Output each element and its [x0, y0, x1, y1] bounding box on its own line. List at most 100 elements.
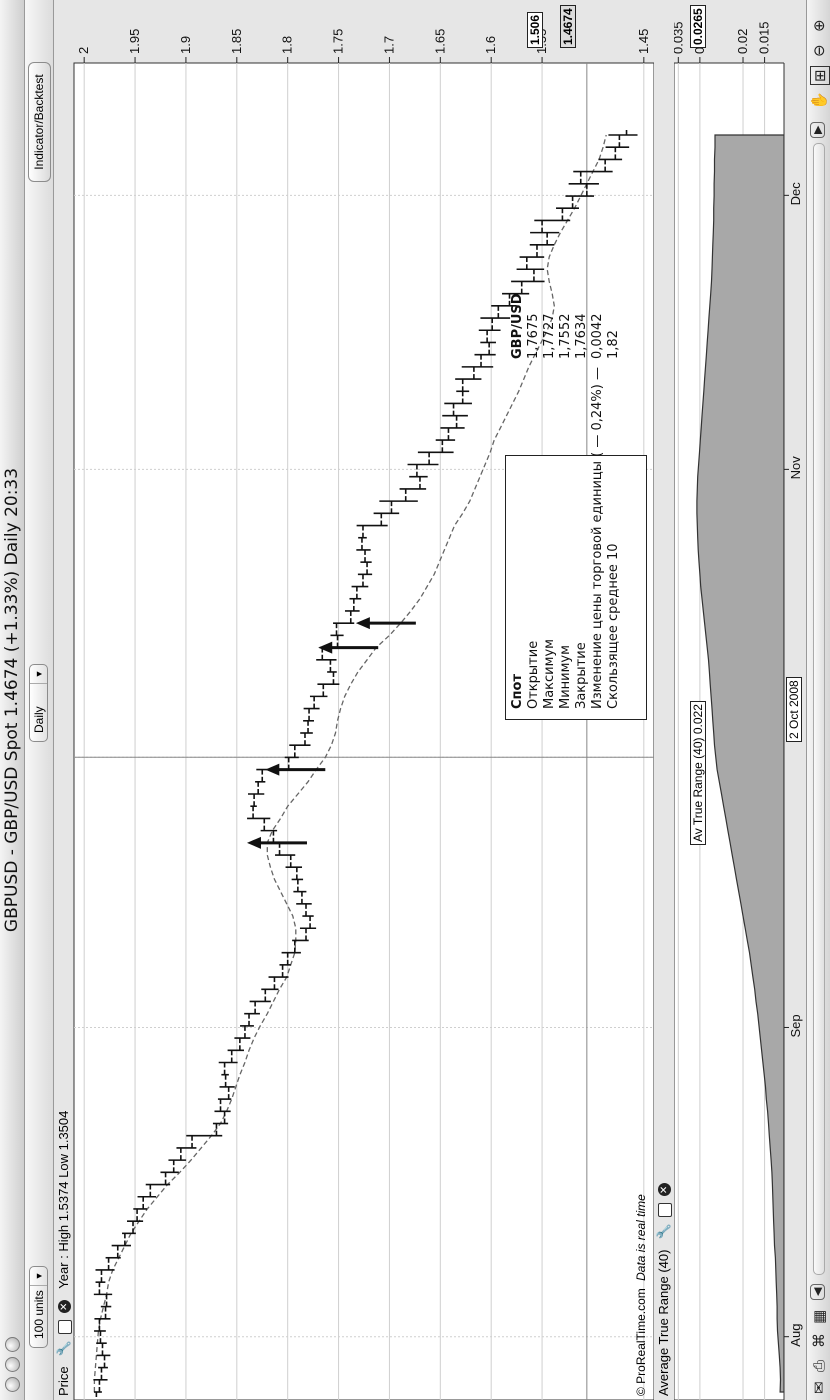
ohlc-bar	[356, 520, 388, 531]
envelope-icon[interactable]: ✉	[810, 1381, 828, 1394]
scroll-right-button[interactable]: ▶	[810, 121, 825, 138]
ohlc-bar	[96, 1350, 111, 1361]
period-dropdown[interactable]: Daily ▼	[29, 664, 48, 742]
x-tick-label: Nov	[788, 456, 803, 480]
ohlc-bar	[605, 142, 630, 153]
tooltip-value: 1,7552	[558, 313, 573, 360]
ohlc-bar	[234, 1033, 251, 1044]
ohlc-bar	[94, 1313, 111, 1324]
ohlc-bar	[275, 850, 296, 861]
scroll-left-button[interactable]: ◀	[810, 1283, 825, 1300]
y-tick-label: 1.45	[636, 29, 651, 54]
chevron-down-icon: ▼	[30, 665, 47, 684]
ohlc-bar	[529, 239, 555, 250]
tooltip-value: 0,0042	[590, 313, 605, 360]
y-tick-label: 1.9	[178, 36, 193, 54]
ohlc-bar	[217, 1094, 232, 1105]
y-tick-label: 1.7	[381, 36, 396, 54]
ohlc-bar	[240, 1020, 254, 1031]
atr-tick-label: 0.035	[674, 21, 685, 54]
window-icon[interactable]	[657, 1203, 672, 1218]
annotation-arrow	[246, 836, 307, 849]
tooltip-header-left: Спот	[510, 674, 525, 709]
ohlc-bar	[160, 1167, 179, 1178]
ohlc-bar	[244, 1008, 260, 1019]
ohlc-bar	[417, 447, 454, 458]
printer-icon[interactable]: ⎙	[810, 1359, 828, 1372]
wrench-icon[interactable]: 🔧	[656, 1223, 671, 1240]
atr-current-tag: 0.0265	[690, 5, 706, 48]
ohlc-bar	[407, 459, 439, 470]
price-bars	[93, 130, 638, 1397]
window-title: GBPUSD - GBP/USD Spot 1.4674 (+1.33%) Da…	[2, 467, 22, 933]
ohlc-bar	[176, 1142, 197, 1153]
ohlc-bar	[100, 1301, 112, 1312]
copyright-line: © ProRealTime.com Data is real time	[634, 1194, 648, 1396]
y-tick-label: 2	[76, 47, 91, 54]
moving-average-line	[93, 134, 607, 1392]
hand-icon[interactable]: ✋	[810, 91, 828, 110]
ohlc-bar	[105, 1252, 121, 1263]
zoom-out-icon[interactable]: ⊖	[810, 44, 828, 57]
ohlc-bar	[96, 1338, 107, 1349]
price-chart[interactable]: 21.951.91.851.81.751.71.651.61.551.45	[56, 0, 654, 1400]
indicator-backtest-button[interactable]: Indicator/Backtest	[28, 62, 51, 182]
y-tick-label: 1.8	[280, 36, 295, 54]
ohlc-bar	[212, 1118, 229, 1129]
arrow-head	[265, 763, 280, 776]
x-tick-label: Sep	[788, 1014, 803, 1037]
zoom-box-icon[interactable]: ⊞	[810, 66, 830, 85]
ohlc-bar	[285, 862, 303, 873]
tooltip-header-right: GBP/USD	[510, 293, 525, 359]
ohlc-bar	[608, 130, 638, 140]
zoom-in-icon[interactable]: ⊕	[810, 19, 828, 32]
crosshair-date-tag: 2 Oct 2008	[786, 677, 802, 742]
tooltip-table: Спот GBP/USD Открытие 1,7675 Максимум 1,772…	[510, 289, 622, 713]
chevron-down-icon: ▼	[30, 1267, 47, 1286]
ohlc-bar	[409, 471, 428, 482]
ohlc-bar	[221, 1069, 229, 1080]
ohlc-bar	[568, 178, 599, 189]
ohlc-bar	[281, 947, 301, 958]
ohlc-bar	[219, 1081, 235, 1092]
price-grid	[74, 63, 654, 1400]
ohlc-bar	[260, 825, 278, 836]
ohlc-bar	[302, 911, 314, 922]
ohlc-bar	[95, 1264, 115, 1275]
horizontal-scrollbar[interactable]	[813, 143, 825, 1275]
ohlc-bar	[214, 1106, 231, 1117]
tooltip-label: Изменение цены торговой единицы ( — 0,24…	[590, 367, 605, 709]
ohlc-bar	[330, 630, 344, 641]
ohlc-bar	[255, 776, 266, 787]
ohlc-bar	[248, 789, 265, 800]
binoculars-icon[interactable]: ⌘	[810, 1333, 828, 1348]
x-tick-label: Dec	[788, 182, 803, 206]
ohlc-bar	[227, 1045, 244, 1056]
ohlc-bar	[379, 496, 418, 507]
grid-icon[interactable]: ▦	[810, 1309, 828, 1324]
x-tick-label: Aug	[788, 1324, 803, 1347]
ohlc-bar	[317, 679, 340, 690]
ohlc-bar	[127, 1216, 144, 1227]
ohlc-bar	[349, 593, 362, 604]
close-icon[interactable]: ✕	[658, 1183, 672, 1197]
arrow-head	[246, 836, 261, 849]
ohlc-bar	[284, 752, 299, 763]
ohlc-bar	[491, 300, 517, 311]
units-dropdown[interactable]: 100 units ▼	[29, 1266, 48, 1348]
ohlc-bar	[598, 154, 623, 165]
ohlc-bar	[186, 1130, 223, 1141]
ohlc-bar	[530, 227, 560, 238]
units-value: 100 units	[32, 1290, 46, 1339]
tooltip-label: Максимум	[542, 639, 557, 709]
tooltip-value: 1,7634	[574, 313, 589, 360]
ohlc-bar	[316, 654, 337, 665]
ohlc-bar	[516, 264, 545, 275]
y-tick-label: 1.75	[331, 29, 346, 54]
tooltip-value: 1,7675	[526, 313, 541, 360]
x-axis: Aug Sep Nov Dec	[784, 63, 803, 1400]
current-price-tag: 1.4674	[560, 5, 576, 48]
